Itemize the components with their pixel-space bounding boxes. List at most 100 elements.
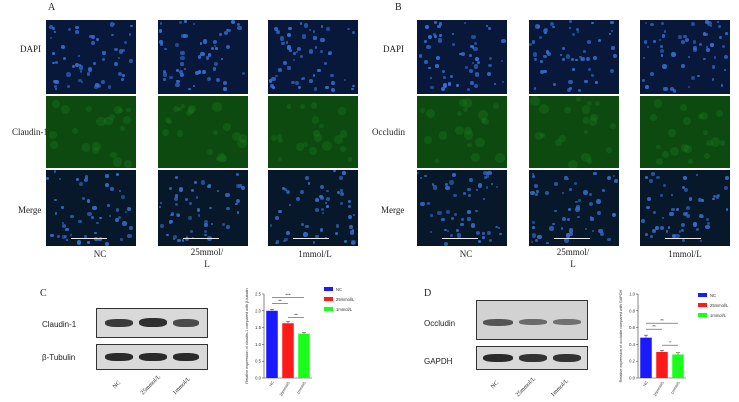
micrograph-green — [268, 96, 358, 168]
panel-d-bar-chart: Relative expression of occludin compared… — [619, 289, 729, 397]
micrograph-merge — [46, 170, 136, 246]
bar — [656, 351, 668, 378]
y-tick-label: 0.0 — [629, 376, 635, 381]
bar — [282, 323, 294, 378]
legend-label: 1mmol/L — [336, 307, 353, 312]
x-tick-label: 1mmol/L — [296, 381, 307, 396]
y-tick-label: 0.5 — [255, 359, 261, 364]
band — [139, 318, 167, 327]
panel-c-lane-1: 1mmol/L — [172, 376, 193, 397]
micrograph-dapi — [640, 20, 730, 94]
panel-a-letter: A — [48, 2, 56, 13]
x-tick-label: NC — [643, 380, 649, 387]
panel-b-row-dapi: DAPI — [383, 44, 405, 54]
band — [173, 353, 199, 361]
panel-c-lane-25: 25mmol/L — [140, 374, 163, 397]
micrograph-green — [640, 96, 730, 168]
significance-mark: ** — [660, 318, 664, 323]
micrograph-dapi — [529, 20, 619, 94]
y-tick-label: 0.2 — [629, 359, 635, 364]
panel-d-lane-25: 25mmol/L — [515, 376, 538, 399]
micrograph-merge — [417, 170, 507, 246]
y-tick-label: 1.5 — [255, 325, 261, 330]
y-tick-label: 0.6 — [629, 325, 635, 330]
legend-swatch — [324, 287, 333, 291]
micrograph-dapi — [46, 20, 136, 94]
panel-b-col-1: 1mmol/L — [668, 249, 702, 259]
significance-mark: ** — [652, 324, 656, 329]
legend-swatch — [698, 313, 707, 317]
y-axis-label: Relative expression of occludin compared… — [619, 289, 623, 382]
significance-mark: *** — [285, 292, 291, 297]
bar — [266, 310, 278, 378]
panel-a-row-dapi: DAPI — [20, 44, 42, 54]
panel-d-blot-label-gapdh: GAPDH — [424, 357, 453, 366]
panel-c-bar-chart: Relative expression of claudin-1 compare… — [245, 287, 355, 397]
x-tick-label: 1mmol/L — [670, 381, 681, 396]
panel-c-letter: C — [40, 288, 47, 299]
panel-a-col-1: 1mmol/L — [298, 249, 332, 259]
band — [105, 353, 133, 361]
y-tick-label: 2.0 — [255, 308, 261, 313]
panel-d-blot-label-occludin: Occludin — [424, 319, 456, 328]
y-tick-label: 0.0 — [255, 376, 261, 381]
bar — [672, 354, 684, 378]
panel-c-lane-nc: NC — [112, 380, 123, 391]
significance-mark: ** — [278, 298, 282, 303]
y-tick-label: 2.5 — [255, 292, 261, 297]
panel-c-blot-label-tubulin: β-Tubulin — [42, 353, 76, 362]
bar — [298, 333, 310, 378]
micrograph-dapi — [268, 20, 358, 94]
panel-d-letter: D — [424, 288, 432, 299]
legend-swatch — [698, 303, 707, 307]
micrograph-green — [529, 96, 619, 168]
micrograph-merge — [640, 170, 730, 246]
panel-b-col-25: 25mmol/ L — [556, 247, 590, 269]
panel-a-row-claudin: Claudin-1 — [12, 127, 48, 137]
panel-c-blot-claudin — [96, 308, 208, 338]
band — [105, 319, 133, 327]
micrograph-dapi — [158, 20, 248, 94]
y-axis-label: Relative expression of claudin-1 compare… — [245, 288, 249, 383]
band — [519, 319, 547, 325]
legend-swatch — [324, 307, 333, 311]
y-tick-label: 1.0 — [255, 342, 261, 347]
micrograph-dapi — [417, 20, 507, 94]
legend-swatch — [698, 293, 707, 297]
y-tick-label: 1.0 — [629, 292, 635, 297]
panel-d-lane-1: 1mmol/L — [550, 378, 571, 399]
micrograph-merge — [529, 170, 619, 246]
band — [173, 319, 199, 327]
legend-label: 25mmol/L — [336, 297, 355, 302]
panel-a-col-nc: NC — [93, 249, 107, 259]
x-tick-label: 25mmol/L — [653, 381, 665, 397]
panel-c-blot-tubulin — [96, 344, 208, 370]
significance-mark: ** — [294, 312, 298, 317]
band — [519, 354, 547, 362]
y-tick-label: 0.4 — [629, 342, 635, 347]
micrograph-merge — [158, 170, 248, 246]
legend-swatch — [324, 297, 333, 301]
panel-a-row-merge: Merge — [18, 205, 42, 215]
y-tick-label: 0.8 — [629, 308, 635, 313]
panel-a-col-25: 25mmol/ L — [190, 247, 224, 269]
x-tick-label: 25mmol/L — [279, 381, 291, 397]
x-tick-label: NC — [269, 380, 275, 387]
panel-d-blot-occludin — [476, 300, 588, 340]
band — [139, 353, 167, 361]
panel-b-letter: B — [395, 2, 402, 13]
band — [483, 319, 513, 326]
band — [553, 354, 581, 362]
legend-label: 1mmol/L — [710, 313, 727, 318]
panel-c-blot-label-claudin: Claudin-1 — [42, 320, 77, 329]
band — [553, 319, 581, 325]
micrograph-merge — [268, 170, 358, 246]
panel-b-row-merge: Merge — [381, 205, 405, 215]
band — [483, 354, 513, 362]
panel-d-lane-nc: NC — [490, 380, 501, 391]
micrograph-green — [417, 96, 507, 168]
legend-label: NC — [336, 287, 342, 292]
legend-label: NC — [710, 293, 716, 298]
panel-b-col-nc: NC — [459, 249, 473, 259]
micrograph-green — [158, 96, 248, 168]
